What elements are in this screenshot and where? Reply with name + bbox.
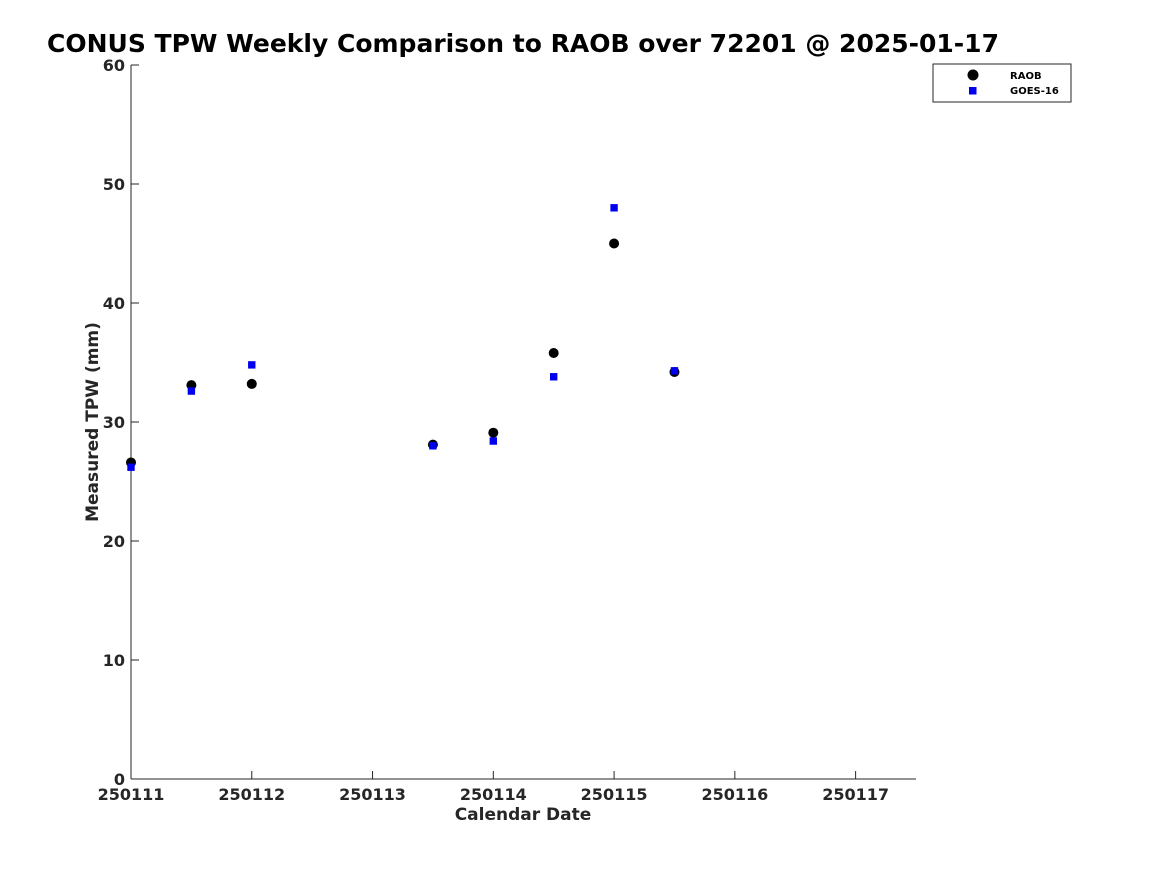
x-tick-label: 250116 — [701, 785, 768, 804]
raob-point — [609, 238, 620, 249]
y-tick-label: 50 — [103, 175, 125, 194]
x-tick-label: 250117 — [822, 785, 889, 804]
goes-16-point — [549, 373, 558, 381]
raob-point — [488, 427, 499, 438]
x-tick-label: 250114 — [460, 785, 527, 804]
y-tick-label: 60 — [103, 56, 125, 75]
x-tick-label: 250115 — [581, 785, 648, 804]
raob-point — [246, 378, 257, 389]
y-tick-label: 30 — [103, 413, 125, 432]
legend-raob-label: RAOB — [1010, 71, 1042, 82]
goes-16-point — [187, 387, 196, 395]
raob-point — [548, 347, 559, 358]
y-tick-label: 0 — [114, 770, 125, 789]
x-tick-label: 250112 — [218, 785, 285, 804]
data-points — [126, 204, 680, 471]
goes-16-point — [610, 204, 618, 212]
goes-16-point — [127, 463, 135, 471]
y-tick-label: 40 — [103, 294, 125, 313]
legend-goes-label: GOES-16 — [1010, 86, 1059, 97]
y-tick-label: 20 — [103, 532, 125, 551]
x-axis-label: Calendar Date — [455, 805, 592, 825]
goes-16-point — [429, 442, 437, 450]
legend: RAOB GOES-16 — [932, 63, 1072, 103]
chart-title: CONUS TPW Weekly Comparison to RAOB over… — [47, 29, 999, 58]
legend-box — [932, 63, 1072, 103]
x-tick-label: 250111 — [98, 785, 165, 804]
y-axis-ticks: 0 10 20 30 40 50 60 — [103, 56, 139, 789]
y-tick-label: 10 — [103, 651, 125, 670]
goes-16-point — [248, 361, 256, 369]
goes-16-point — [489, 437, 498, 445]
legend-raob-marker — [967, 69, 979, 81]
x-tick-label: 250113 — [339, 785, 406, 804]
legend-goes-marker — [969, 87, 977, 95]
plot-area — [130, 65, 916, 780]
y-axis-label: Measured TPW (mm) — [83, 322, 103, 522]
goes-16-point — [670, 367, 679, 375]
x-axis-ticks: 250111 250112 250113 250114 250115 250116 2501… — [98, 771, 889, 804]
